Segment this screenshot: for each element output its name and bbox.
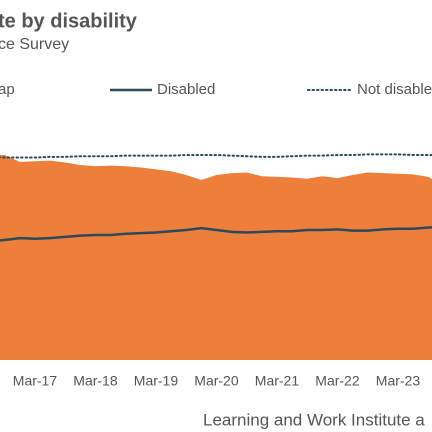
series-line	[0, 153, 432, 159]
source: Learning and Work Institute a	[203, 410, 425, 429]
plot-area	[0, 153, 432, 360]
x-tick-label: Mar-17	[13, 373, 58, 389]
x-tick-label: Mar-19	[134, 373, 179, 389]
series-line	[0, 226, 432, 242]
x-tick-label: Mar-18	[73, 373, 118, 389]
x-tick-label: Mar-23	[376, 373, 421, 389]
chart-subtitle: ce Survey	[0, 36, 69, 53]
legend-label: ap	[0, 81, 15, 98]
x-tick-label: Mar-21	[255, 373, 300, 389]
x-tick-label: Mar-20	[194, 373, 239, 389]
legend-label: Not disable	[357, 81, 432, 98]
x-tick-label: Mar-22	[315, 373, 360, 389]
chart-title: te by disability	[0, 10, 138, 32]
legend-label: Disabled	[157, 81, 215, 98]
gap-area	[0, 155, 432, 360]
